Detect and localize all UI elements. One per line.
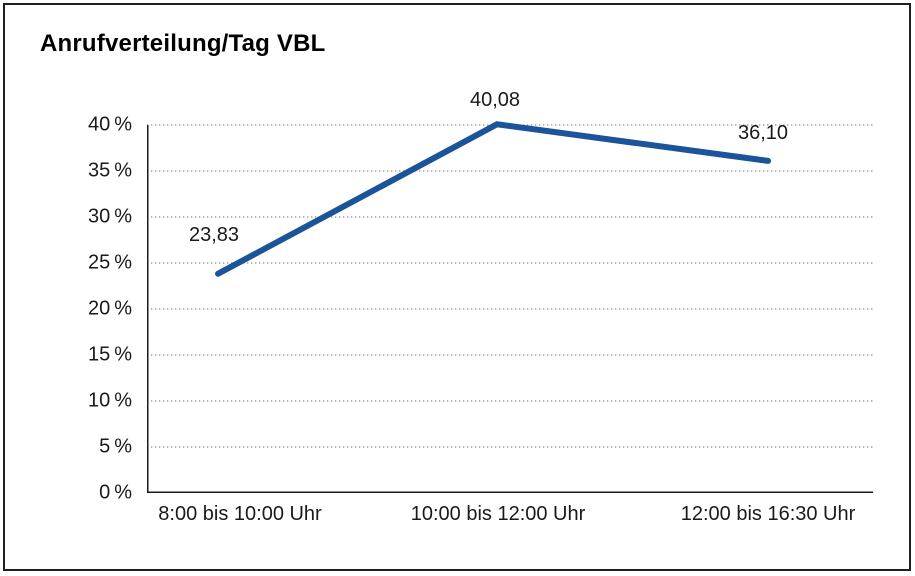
y-tick-label: 35 % [87,159,132,182]
data-point-label: 40,08 [469,89,521,112]
y-tick-label: 0 % [99,481,132,504]
x-tick-label: 10:00 bis 12:00 Uhr [410,503,586,525]
data-line [215,121,771,277]
y-tick-label: 15 % [87,343,132,366]
y-tick-label: 10 % [87,389,132,412]
x-tick-label: 8:00 bis 10:00 Uhr [158,503,322,525]
x-tick-label: 12:00 bis 16:30 Uhr [680,503,856,525]
data-point-label: 36,10 [737,121,789,144]
plot-area [147,121,873,493]
y-tick-label: 25 % [87,251,132,274]
y-tick-label: 20 % [87,297,132,320]
y-tick-label: 40 % [87,113,132,136]
line-chart-canvas [147,121,873,493]
chart-title: Anrufverteilung/Tag VBL [40,30,326,57]
y-tick-label: 5 % [99,435,132,458]
data-point-label: 23,83 [188,223,240,246]
y-tick-label: 30 % [87,205,132,228]
